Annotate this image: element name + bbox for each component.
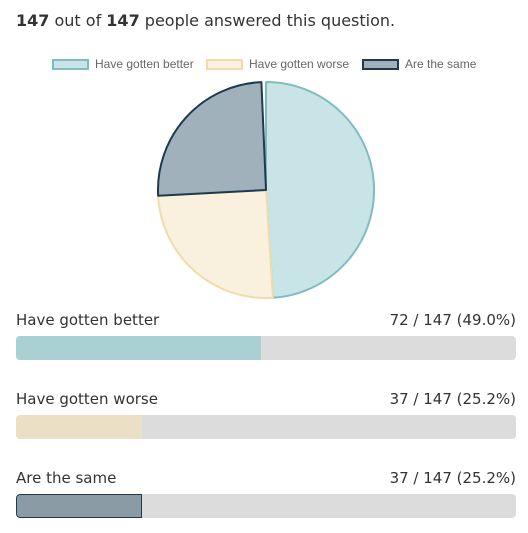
result-row-same: Are the same 37 / 147 (25.2%): [16, 468, 516, 518]
legend-item-same[interactable]: Are the same: [362, 56, 476, 72]
result-label-same: Are the same: [16, 469, 117, 487]
result-row-worse: Have gotten worse 37 / 147 (25.2%): [16, 389, 516, 439]
result-row-better: Have gotten better 72 / 147 (49.0%): [16, 310, 516, 360]
progress-track-better: [16, 336, 516, 360]
progress-fill-same: [16, 494, 142, 518]
legend-label-same: Are the same: [405, 57, 477, 71]
summary-suffix-text: people answered this question.: [139, 11, 396, 30]
result-label-worse: Have gotten worse: [16, 390, 158, 408]
summary-between-text: out of: [49, 11, 107, 30]
result-count-same: 37 / 147 (25.2%): [389, 469, 516, 487]
legend-swatch-same: [362, 58, 399, 70]
pie-chart: [157, 81, 376, 299]
pie-slice-same[interactable]: [157, 81, 267, 197]
progress-fill-worse: [16, 415, 142, 439]
legend-swatch-better: [52, 58, 89, 70]
legend-label-better: Have gotten better: [95, 57, 194, 71]
progress-fill-better: [16, 336, 261, 360]
progress-track-worse: [16, 415, 516, 439]
answered-count: 147: [16, 11, 50, 30]
response-summary: 147 out of 147 people answered this ques…: [16, 11, 395, 31]
result-label-better: Have gotten better: [16, 311, 160, 329]
total-count: 147: [106, 11, 140, 30]
legend-item-worse[interactable]: Have gotten worse: [206, 56, 349, 72]
pie-slice-better[interactable]: [265, 81, 376, 299]
legend-item-better[interactable]: Have gotten better: [52, 56, 194, 72]
chart-legend: Have gotten better Have gotten worse Are…: [0, 56, 528, 74]
legend-label-worse: Have gotten worse: [249, 57, 350, 71]
result-count-worse: 37 / 147 (25.2%): [389, 390, 516, 408]
result-count-better: 72 / 147 (49.0%): [389, 311, 516, 329]
legend-swatch-worse: [206, 58, 243, 70]
progress-track-same: [16, 494, 516, 518]
pie-slice-worse[interactable]: [157, 189, 274, 299]
